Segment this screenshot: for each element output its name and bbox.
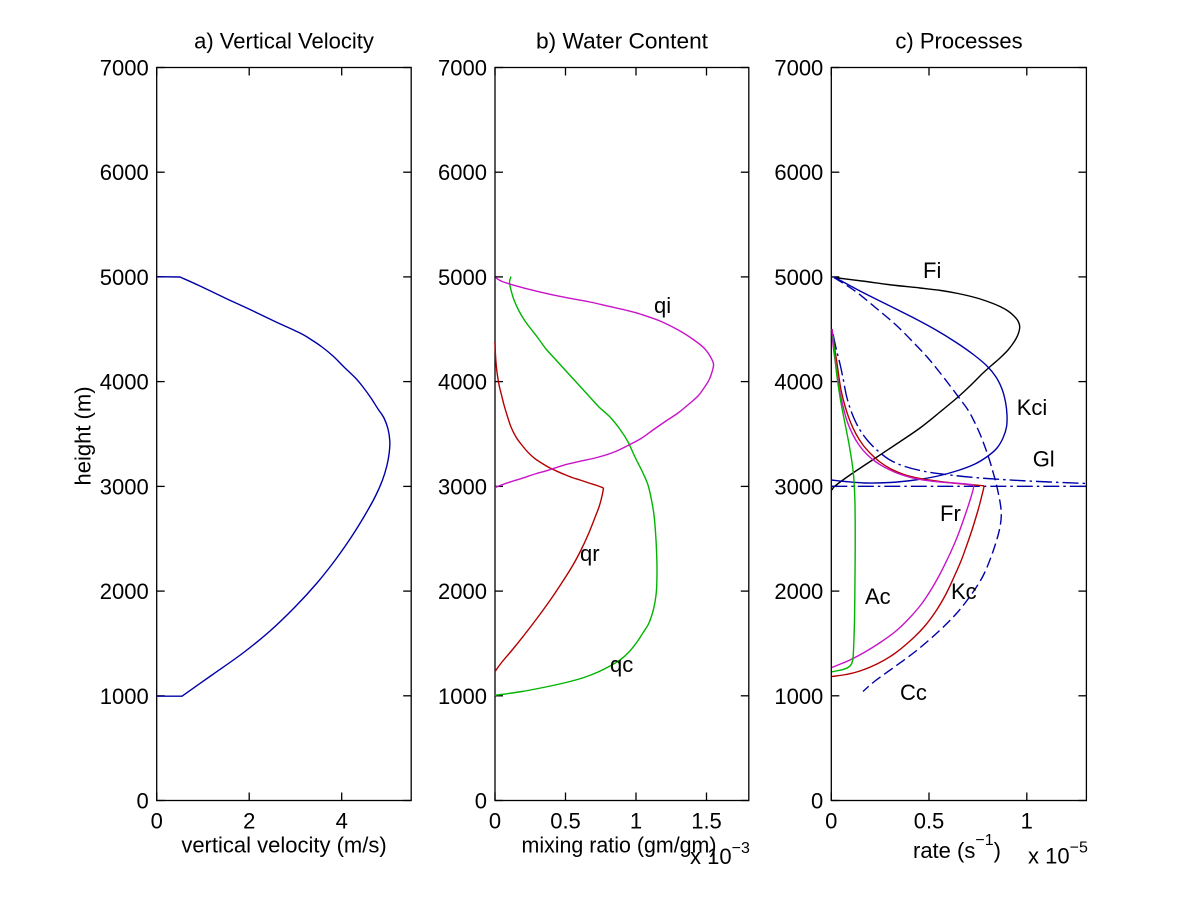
svg-text:0.5: 0.5 — [914, 809, 945, 834]
svg-text:4000: 4000 — [774, 370, 823, 395]
svg-text:6000: 6000 — [774, 160, 823, 185]
svg-text:1: 1 — [630, 809, 642, 834]
svg-text:5000: 5000 — [438, 265, 487, 290]
svg-text:c) Processes: c) Processes — [895, 29, 1022, 54]
svg-text:6000: 6000 — [100, 160, 149, 185]
svg-text:0.5: 0.5 — [550, 809, 581, 834]
svg-text:1000: 1000 — [774, 684, 823, 709]
svg-text:0: 0 — [136, 789, 148, 814]
svg-text:b) Water Content: b) Water Content — [536, 29, 708, 54]
svg-text:1.5: 1.5 — [691, 809, 722, 834]
svg-text:mixing ratio (gm/gm): mixing ratio (gm/gm) — [522, 833, 717, 858]
svg-text:2000: 2000 — [438, 579, 487, 604]
svg-text:2000: 2000 — [100, 579, 149, 604]
svg-text:7000: 7000 — [438, 56, 487, 81]
svg-text:qc: qc — [610, 652, 633, 677]
svg-text:4000: 4000 — [100, 370, 149, 395]
svg-text:7000: 7000 — [774, 56, 823, 81]
svg-text:4000: 4000 — [438, 370, 487, 395]
svg-text:0: 0 — [475, 789, 487, 814]
svg-text:5000: 5000 — [774, 265, 823, 290]
svg-text:2000: 2000 — [774, 579, 823, 604]
svg-text:height (m): height (m) — [71, 386, 96, 485]
svg-text:a) Vertical Velocity: a) Vertical Velocity — [194, 29, 374, 54]
svg-text:4: 4 — [336, 809, 348, 834]
svg-text:Kc: Kc — [951, 579, 977, 604]
svg-text:0: 0 — [825, 809, 837, 834]
svg-text:qi: qi — [654, 293, 671, 318]
svg-text:Kci: Kci — [1017, 395, 1048, 420]
svg-text:2: 2 — [243, 809, 255, 834]
svg-text:1000: 1000 — [100, 684, 149, 709]
svg-text:6000: 6000 — [438, 160, 487, 185]
svg-text:1000: 1000 — [438, 684, 487, 709]
svg-text:0: 0 — [811, 789, 823, 814]
svg-text:Ac: Ac — [865, 584, 891, 609]
svg-text:3000: 3000 — [774, 474, 823, 499]
svg-text:Cc: Cc — [900, 680, 927, 705]
svg-text:0: 0 — [151, 809, 163, 834]
svg-text:3000: 3000 — [438, 474, 487, 499]
svg-text:0: 0 — [489, 809, 501, 834]
svg-text:Fr: Fr — [940, 501, 961, 526]
svg-text:Gl: Gl — [1033, 447, 1055, 472]
svg-text:vertical velocity (m/s): vertical velocity (m/s) — [181, 833, 386, 858]
svg-text:Fi: Fi — [923, 258, 941, 283]
svg-text:3000: 3000 — [100, 474, 149, 499]
svg-text:7000: 7000 — [100, 56, 149, 81]
svg-text:1: 1 — [1021, 809, 1033, 834]
svg-text:qr: qr — [580, 541, 600, 566]
svg-text:5000: 5000 — [100, 265, 149, 290]
